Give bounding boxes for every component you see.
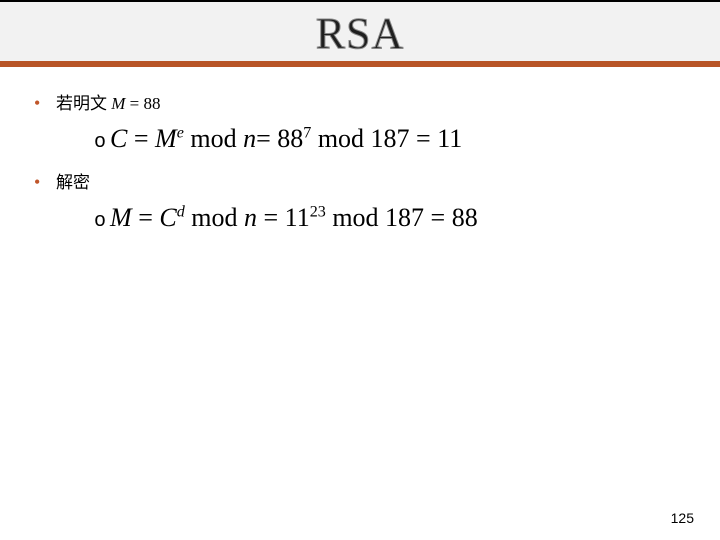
f-modvar: n [243,124,256,153]
bullet-text: 若明文 M = 88 [56,89,161,114]
slide-content: • 若明文 M = 88 o C = Me mod n= 887 mod 187… [0,67,720,233]
bullet-suffix: = 88 [125,94,160,113]
f-mid2: mod 187 = 11 [311,124,462,153]
f-mid1: mod [184,124,243,153]
f-eq1: = [127,124,155,153]
encryption-formula: C = Me mod n= 887 mod 187 = 11 [110,124,462,154]
f-exp1: e [177,124,184,141]
sub-bullet-marker: o [94,131,104,154]
f-mid2: mod 187 = 88 [326,203,478,232]
bullet-marker: • [34,93,56,114]
slide-title: RSA [316,9,405,58]
f-eq2: = 88 [256,124,303,153]
bullet-prefix: 解密 [56,173,90,192]
decryption-formula: M = Cd mod n = 1123 mod 187 = 88 [110,203,478,233]
bullet-var: M [111,94,125,113]
f-lhs: M [110,203,132,232]
bullet-prefix: 若明文 [56,94,111,113]
sub-bullet-marker: o [94,210,104,233]
bullet-marker: • [34,172,56,193]
sub-bullet: o C = Me mod n= 887 mod 187 = 11 [94,124,686,154]
f-mid1: mod [185,203,244,232]
f-base: C [159,203,176,232]
sub-bullet: o M = Cd mod n = 1123 mod 187 = 88 [94,203,686,233]
f-exp2: 23 [310,203,326,220]
f-exp1: d [177,203,185,220]
f-modvar: n [244,203,257,232]
f-base: M [155,124,177,153]
bullet-item: • 若明文 M = 88 [34,89,686,114]
title-bottom-rule [0,61,720,67]
bullet-item: • 解密 [34,168,686,193]
bullet-text: 解密 [56,168,90,193]
f-eq2: = 11 [257,203,310,232]
page-number: 125 [671,510,694,526]
title-mid: RSA [0,2,720,61]
title-band: RSA [0,0,720,67]
f-lhs: C [110,124,127,153]
f-eq1: = [132,203,160,232]
